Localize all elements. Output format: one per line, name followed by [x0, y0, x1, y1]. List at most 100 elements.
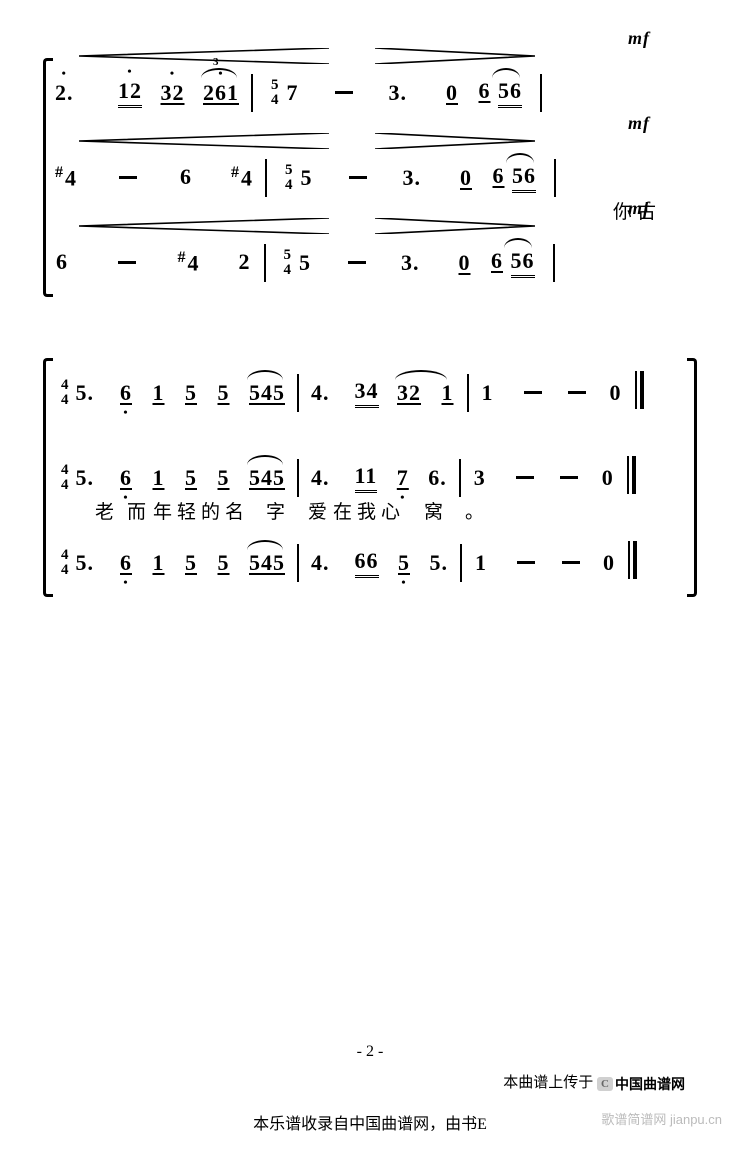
dash-rest: [118, 261, 136, 264]
note: 32: [161, 80, 185, 106]
note: 5.: [76, 550, 95, 576]
staff-1-voice-1: 2. 12 32 3261 54 7 3. mf 0 6 56: [55, 50, 685, 135]
note: 5: [184, 380, 198, 406]
tie: [506, 153, 534, 163]
time-signature: 54: [284, 248, 293, 277]
barline: [297, 459, 299, 497]
note: 56: [498, 78, 522, 108]
barline: [297, 374, 299, 412]
note: 5: [184, 465, 198, 491]
left-bracket: [43, 58, 53, 297]
note: 4.: [311, 380, 330, 406]
barline: [265, 159, 267, 197]
upload-attribution: 本曲谱上传于 C 中国曲谱网: [503, 1071, 685, 1094]
barline: [540, 74, 542, 112]
note: 66: [355, 548, 379, 578]
watermark: 歌谱简谱网 jianpu.cn: [601, 1109, 722, 1128]
note: 11: [355, 463, 378, 493]
note: 6: [179, 164, 193, 190]
crescendo-hairpin: [79, 44, 329, 60]
note: 1: [481, 380, 495, 406]
note: 5.: [76, 465, 95, 491]
note: 545: [249, 380, 285, 406]
system-1: 2. 12 32 3261 54 7 3. mf 0 6 56 #4 6 #4 …: [55, 50, 685, 305]
logo-badge-icon: C: [597, 1077, 613, 1091]
crescendo-hairpin: [79, 129, 329, 145]
final-barline: [627, 456, 636, 500]
dash-rest: [119, 176, 137, 179]
staff-2-voice-1: 44 5. 6 1 5 5 545 4. 34 32 1 1 0: [55, 350, 685, 435]
note: 1: [152, 465, 166, 491]
note: 3.: [401, 250, 420, 276]
staff-1-voice-2: #4 6 #4 54 5 3. mf 0 6 56 你古: [55, 135, 685, 220]
page-number: - 2 -: [357, 1043, 384, 1061]
note: 6: [492, 163, 506, 189]
note: 5: [217, 465, 231, 491]
note: 1: [152, 550, 166, 576]
note: 5: [217, 550, 231, 576]
note: 5: [397, 550, 411, 576]
right-bracket: [687, 358, 697, 597]
final-barline: [628, 541, 637, 585]
time-signature: 44: [61, 548, 70, 577]
note: 1: [441, 380, 455, 406]
note: 6: [119, 550, 133, 576]
dash-rest: [562, 561, 580, 564]
note: 5: [184, 550, 198, 576]
time-signature: 54: [271, 78, 280, 107]
staff-1-voice-3: 6 #4 2 54 5 3. mf 0 6 56: [55, 220, 685, 305]
tie: [247, 455, 283, 465]
note: 545: [249, 465, 285, 491]
barline: [297, 544, 299, 582]
barline: [467, 374, 469, 412]
note: #4: [178, 249, 200, 276]
dynamic-mf: mf: [628, 113, 650, 134]
dash-rest: [568, 391, 586, 394]
tie: [395, 370, 447, 380]
note: 4.: [311, 465, 330, 491]
note: 6: [119, 380, 133, 406]
tie: [492, 68, 520, 78]
barline: [460, 544, 462, 582]
note: 7: [396, 465, 410, 491]
barline: [251, 74, 253, 112]
note: 32: [397, 380, 421, 406]
dash-rest: [516, 476, 534, 479]
note: 5.: [76, 380, 95, 406]
note: 12: [118, 78, 142, 108]
dash-rest: [560, 476, 578, 479]
note: 5: [217, 380, 231, 406]
decrescendo-hairpin: [375, 129, 535, 145]
note: 6.: [428, 465, 447, 491]
note: 6: [55, 249, 69, 275]
tie: [504, 238, 532, 248]
note: 0: [609, 380, 623, 406]
staff-2-voice-3: 44 5. 6 1 5 5 545 4. 66 5 5. 1 0: [55, 520, 685, 605]
dash-rest: [335, 91, 353, 94]
barline: [554, 159, 556, 197]
time-signature: 44: [61, 378, 70, 407]
note: 5.: [430, 550, 449, 576]
system-2: 44 5. 6 1 5 5 545 4. 34 32 1 1 0 44 5. 6…: [55, 350, 685, 605]
note: 0: [602, 550, 616, 576]
time-signature: 44: [61, 463, 70, 492]
note: 5: [300, 165, 314, 191]
note: 7: [286, 80, 300, 106]
note: 5: [298, 250, 312, 276]
note: 3.: [403, 165, 422, 191]
left-bracket: [43, 358, 53, 597]
barline: [264, 244, 266, 282]
site-logo: C 中国曲谱网: [597, 1074, 685, 1094]
note: #4: [231, 164, 253, 191]
note: 56: [511, 248, 535, 278]
note: 2: [238, 249, 252, 275]
note: 56: [512, 163, 536, 193]
note: 3: [473, 465, 487, 491]
note: 1: [152, 380, 166, 406]
note: 4.: [311, 550, 330, 576]
note: 0: [601, 465, 615, 491]
dash-rest: [349, 176, 367, 179]
source-note: 本乐谱收录自中国曲谱网，由书E: [253, 1110, 487, 1134]
note: 2.: [55, 80, 74, 106]
note: 34: [355, 378, 379, 408]
